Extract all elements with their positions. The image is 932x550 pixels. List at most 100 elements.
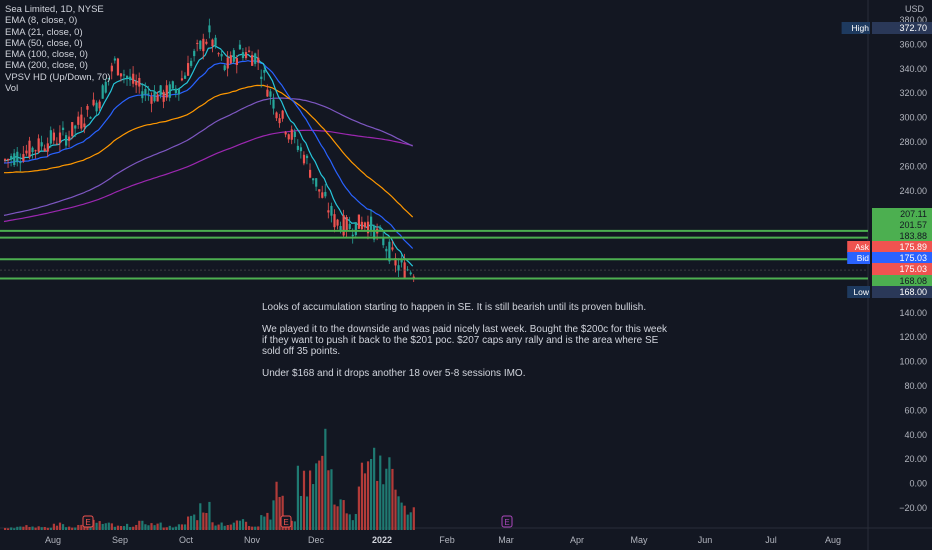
volume-bar	[327, 470, 330, 530]
volume-bar	[260, 515, 263, 530]
candle-body	[116, 58, 120, 76]
legend-vol[interactable]: Vol	[5, 83, 19, 95]
legend-vpsv[interactable]: VPSV HD (Up/Down, 70)	[5, 71, 111, 83]
candle-body	[290, 129, 293, 140]
volume-bar	[366, 461, 370, 530]
volume-bar	[74, 527, 77, 530]
candle-body	[162, 91, 165, 102]
candle-body	[388, 241, 391, 262]
earnings-label: E	[504, 518, 509, 527]
volume-bar	[126, 523, 129, 530]
candle-body	[394, 258, 397, 266]
volume-bar	[95, 522, 98, 530]
candle-body	[196, 42, 199, 44]
candle-body	[16, 151, 19, 163]
volume-bar	[290, 520, 293, 530]
candle-body	[95, 102, 98, 112]
volume-bar	[43, 526, 46, 530]
candle-body	[321, 192, 324, 198]
volume-bar	[107, 522, 110, 530]
candle-body	[391, 247, 394, 250]
candle-body	[412, 276, 415, 278]
time-tick-label: Jun	[698, 535, 713, 545]
price-tick-label: 240.00	[899, 186, 927, 196]
volume-bar	[400, 502, 403, 530]
volume-bar	[159, 522, 162, 530]
candle-body	[406, 269, 409, 271]
price-tick-label: 20.00	[904, 454, 927, 464]
symbol-title[interactable]: Sea Limited, 1D, NYSE	[5, 4, 104, 15]
price-tick-label: 40.00	[904, 430, 927, 440]
candle-body	[315, 178, 318, 187]
volume-bar	[153, 525, 156, 530]
volume-bar	[22, 526, 25, 530]
candle-body	[327, 210, 330, 213]
earnings-icon[interactable]	[82, 515, 94, 528]
volume-bar	[251, 526, 254, 530]
volume-bar	[80, 524, 83, 530]
candle-body	[257, 57, 260, 63]
volume-bar	[101, 523, 104, 530]
candle-body	[135, 81, 138, 86]
volume-bar	[71, 527, 74, 530]
candle-body	[37, 138, 40, 152]
volume-bar	[4, 527, 7, 530]
volume-bar	[177, 524, 181, 530]
price-axis-badge	[872, 241, 932, 253]
time-tick-label: 2022	[372, 535, 392, 545]
candle-body	[4, 159, 7, 161]
volume-bar	[409, 512, 412, 530]
price-tag-label: Low	[853, 287, 869, 297]
volume-bar	[211, 522, 214, 530]
candle-body	[190, 60, 193, 66]
volume-bar	[196, 520, 199, 530]
legend-ema100[interactable]: EMA (100, close, 0)	[5, 49, 88, 61]
price-tag-badge	[847, 241, 870, 253]
candle-body	[19, 161, 22, 164]
price-axis-badge	[872, 22, 932, 34]
volume-bar	[232, 522, 235, 530]
price-axis-value: 183.88	[899, 231, 927, 241]
volume-bar	[241, 519, 245, 530]
candle-body	[260, 76, 263, 80]
candle-body	[68, 136, 71, 141]
ema50-line	[4, 84, 414, 218]
candle-body	[71, 122, 74, 137]
candle-body	[385, 248, 388, 252]
price-tick-label: 360.00	[899, 39, 927, 49]
volume-bar	[318, 460, 321, 530]
candle-body	[129, 76, 132, 81]
candle-body	[122, 74, 126, 76]
candle-body	[293, 131, 296, 138]
candle-body	[168, 84, 171, 98]
earnings-label: E	[283, 518, 288, 527]
earnings-icon[interactable]	[280, 515, 292, 528]
volume-bar	[257, 526, 260, 530]
volume-bar	[278, 496, 281, 530]
legend-ema50[interactable]: EMA (50, close, 0)	[5, 37, 83, 49]
earnings-icon[interactable]	[501, 515, 513, 528]
volume-bar	[110, 523, 113, 530]
volume-bar	[391, 468, 394, 530]
legend-ema8[interactable]: EMA (8, close, 0)	[5, 15, 78, 27]
volume-bar	[147, 525, 150, 530]
candle-body	[28, 140, 31, 158]
candle-body	[25, 150, 28, 154]
volume-bar	[37, 526, 40, 530]
price-tick-label: 340.00	[899, 64, 927, 74]
legend-ema21[interactable]: EMA (21, close, 0)	[5, 26, 83, 38]
volume-bar	[412, 507, 415, 530]
candle-body	[92, 99, 95, 106]
candle-body	[324, 191, 327, 197]
candle-body	[187, 63, 190, 76]
candle-body	[330, 205, 333, 216]
volume-bar	[342, 500, 345, 530]
volume-bar	[162, 527, 165, 530]
legend-ema200[interactable]: EMA (200, close, 0)	[5, 60, 88, 72]
candle-body	[217, 53, 220, 55]
volume-bar	[16, 526, 19, 530]
ema100-line	[3, 97, 413, 216]
volume-bar	[98, 521, 101, 530]
volume-bar	[312, 484, 315, 530]
